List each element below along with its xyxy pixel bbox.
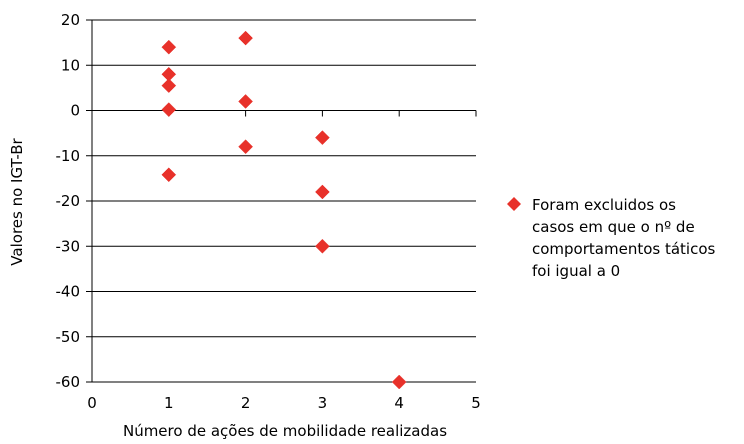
axes [86, 19, 477, 383]
x-tick-labels: 0 1 2 3 4 5 [87, 394, 481, 412]
legend-label: Foram excluidos os casos em que o nº de co… [532, 196, 716, 280]
x-axis-title: Número de ações de mobilidade realizadas [123, 422, 447, 440]
y-tick-label: 10 [61, 56, 80, 74]
legend-text-line: foi igual a 0 [532, 262, 620, 280]
data-point [238, 30, 253, 46]
x-tick-label: 2 [241, 394, 251, 412]
data-point [238, 94, 253, 109]
x-tick-label: 1 [164, 394, 174, 412]
data-point [238, 139, 253, 155]
x-tick-label: 3 [318, 394, 328, 412]
data-point [315, 238, 330, 254]
data-point [315, 130, 330, 146]
legend: Foram excluidos os casos em que o nº de co… [507, 196, 716, 280]
y-tick-label: -50 [56, 328, 81, 346]
legend-text-line: casos em que o nº de [532, 218, 695, 236]
gridlines [92, 19, 476, 383]
data-point [161, 102, 177, 117]
legend-marker [507, 197, 521, 211]
data-point [315, 184, 330, 200]
x-tick-label: 0 [87, 394, 97, 412]
y-tick-label: 20 [61, 11, 80, 29]
y-tick-label: -30 [56, 237, 81, 255]
y-tick-labels: 20 10 0 -10 -20 -30 -40 -50 -60 [56, 11, 81, 391]
y-tick-label: -60 [56, 373, 81, 391]
y-tick-label: -40 [56, 283, 81, 301]
y-tick-label: 0 [70, 102, 80, 120]
data-point [161, 78, 177, 93]
data-point [161, 39, 177, 55]
legend-text-line: comportamentos táticos [532, 240, 716, 258]
legend-text-line: Foram excluidos os [532, 196, 676, 214]
x-tick-label: 5 [471, 394, 481, 412]
y-tick-label: -10 [56, 147, 81, 165]
y-tick-label: -20 [56, 192, 81, 210]
x-tick-label: 4 [394, 394, 404, 412]
data-point [391, 374, 407, 390]
data-points [161, 30, 407, 390]
y-axis-title: Valores no IGT-Br [8, 137, 26, 265]
data-point [161, 167, 177, 183]
